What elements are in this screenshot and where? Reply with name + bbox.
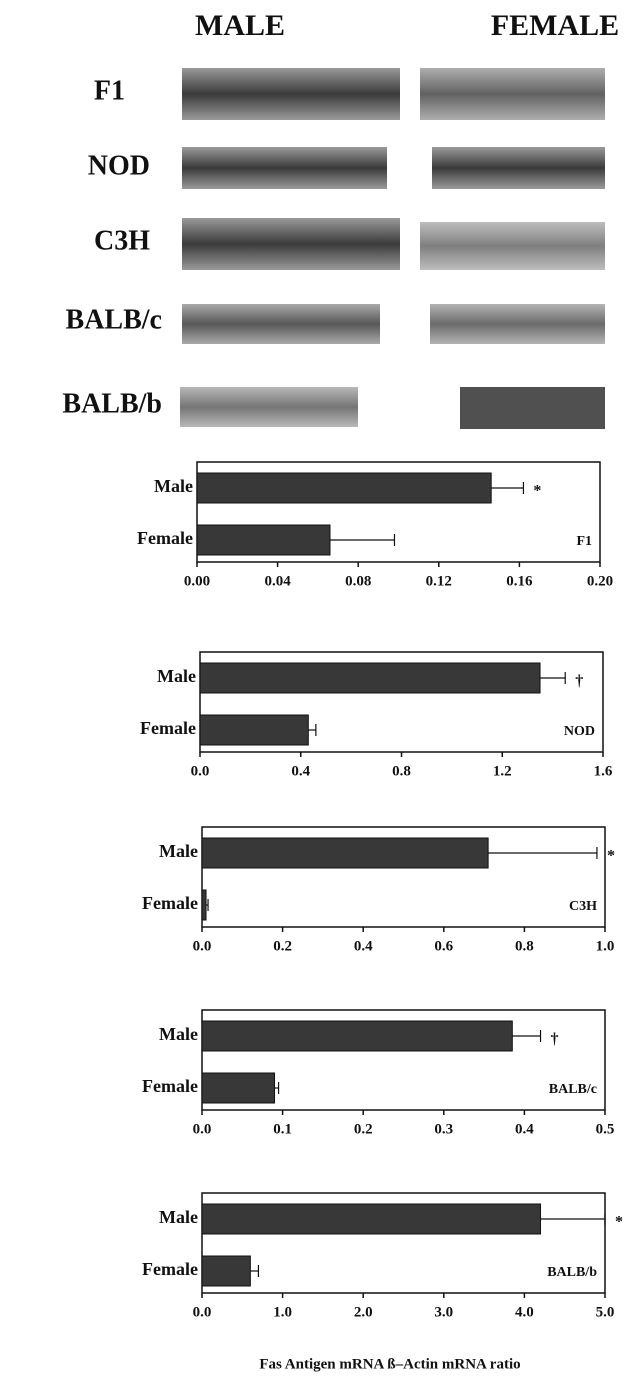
bar [197, 473, 491, 503]
significance-marker: * [615, 1214, 623, 1231]
x-tick-label: 0.04 [264, 573, 291, 589]
x-tick-label: 0.0 [191, 763, 210, 779]
x-tick-label: 0.4 [515, 1121, 534, 1137]
x-tick-label: 1.0 [596, 938, 615, 954]
x-tick-label: 0.12 [426, 573, 452, 589]
blot-band [180, 387, 358, 427]
x-tick-label: 0.2 [273, 938, 292, 954]
x-tick-label: 0.8 [515, 938, 534, 954]
y-tick-label: Male [159, 841, 198, 861]
bar [200, 715, 308, 745]
row-label: NOD [88, 150, 150, 181]
x-tick-label: 0.0 [193, 938, 212, 954]
significance-marker: * [533, 483, 541, 500]
x-tick-label: 1.0 [273, 1304, 292, 1320]
x-tick-label: 1.6 [594, 763, 613, 779]
x-tick-label: 0.3 [434, 1121, 453, 1137]
blot-band [182, 147, 387, 189]
y-tick-label: Male [154, 476, 193, 496]
x-tick-label: 0.4 [354, 938, 373, 954]
column-header: FEMALE [491, 9, 619, 42]
y-tick-label: Male [159, 1024, 198, 1044]
x-tick-label: 0.6 [434, 938, 453, 954]
chart-label: BALB/c [549, 1082, 597, 1097]
row-label: BALB/b [62, 388, 162, 419]
y-tick-label: Male [159, 1207, 198, 1227]
x-tick-label: 0.00 [184, 573, 210, 589]
bar [197, 525, 330, 555]
column-header: MALE [195, 9, 285, 42]
row-label: C3H [94, 225, 150, 256]
x-tick-label: 0.4 [291, 763, 310, 779]
row-label: F1 [94, 75, 125, 106]
x-tick-label: 0.8 [392, 763, 411, 779]
x-tick-label: 0.16 [506, 573, 533, 589]
y-tick-label: Male [157, 666, 196, 686]
chart-label: NOD [564, 724, 595, 739]
x-tick-label: 0.5 [596, 1121, 615, 1137]
x-tick-label: 5.0 [596, 1304, 615, 1320]
significance-marker: † [575, 673, 583, 690]
bar [200, 663, 540, 693]
y-tick-label: Female [140, 718, 196, 738]
blot-band [430, 304, 605, 344]
bar [202, 1256, 250, 1286]
bar [202, 838, 488, 868]
x-tick-label: 3.0 [434, 1304, 453, 1320]
x-tick-label: 0.0 [193, 1121, 212, 1137]
bar [202, 1204, 541, 1234]
blots [180, 68, 605, 429]
blot-band [420, 68, 605, 120]
significance-marker: * [607, 848, 615, 865]
x-tick-label: 0.20 [587, 573, 613, 589]
blot-band [460, 387, 605, 429]
x-tick-label: 1.2 [493, 763, 512, 779]
x-tick-label: 0.0 [193, 1304, 212, 1320]
x-tick-label: 0.08 [345, 573, 371, 589]
bar [202, 1021, 512, 1051]
blot-band [182, 304, 380, 344]
figure: MALE FEMALE F1 NOD C3H BALB/c BALB/b Fas… [0, 0, 635, 1397]
blot-band [182, 68, 400, 120]
bar [202, 890, 206, 920]
chart-label: BALB/b [547, 1265, 597, 1280]
significance-marker: † [551, 1031, 559, 1048]
chart-label: C3H [569, 899, 597, 914]
row-label: BALB/c [66, 304, 162, 335]
y-tick-label: Female [137, 528, 193, 548]
x-tick-label: 0.1 [273, 1121, 292, 1137]
bar [202, 1073, 275, 1103]
blot-band [182, 218, 400, 270]
chart-label: F1 [576, 534, 592, 549]
x-tick-label: 2.0 [354, 1304, 373, 1320]
blot-band [432, 147, 605, 189]
x-tick-label: 0.2 [354, 1121, 373, 1137]
y-tick-label: Female [142, 1259, 198, 1279]
x-axis-title: Fas Antigen mRNA ß–Actin mRNA ratio [259, 1356, 520, 1372]
y-tick-label: Female [142, 1076, 198, 1096]
blot-band [420, 222, 605, 270]
y-tick-label: Female [142, 893, 198, 913]
x-tick-label: 4.0 [515, 1304, 534, 1320]
